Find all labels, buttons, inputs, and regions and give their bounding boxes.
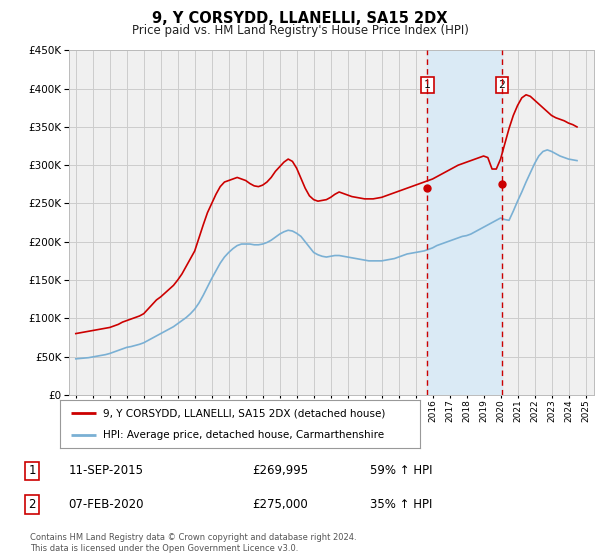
Text: 1: 1: [28, 464, 36, 478]
Text: Contains HM Land Registry data © Crown copyright and database right 2024.
This d: Contains HM Land Registry data © Crown c…: [30, 533, 356, 553]
Text: 1: 1: [424, 80, 431, 90]
Text: £275,000: £275,000: [253, 498, 308, 511]
Bar: [427, 50, 502, 395]
Text: 11-SEP-2015: 11-SEP-2015: [68, 464, 143, 478]
Text: HPI: Average price, detached house, Carmarthenshire: HPI: Average price, detached house, Carm…: [103, 430, 385, 440]
Text: 35% ↑ HPI: 35% ↑ HPI: [370, 498, 432, 511]
Text: 9, Y CORSYDD, LLANELLI, SA15 2DX: 9, Y CORSYDD, LLANELLI, SA15 2DX: [152, 11, 448, 26]
Text: £269,995: £269,995: [253, 464, 308, 478]
Text: 2: 2: [499, 80, 505, 90]
Text: 59% ↑ HPI: 59% ↑ HPI: [370, 464, 432, 478]
Text: 07-FEB-2020: 07-FEB-2020: [68, 498, 144, 511]
Text: Price paid vs. HM Land Registry's House Price Index (HPI): Price paid vs. HM Land Registry's House …: [131, 24, 469, 36]
Text: 9, Y CORSYDD, LLANELLI, SA15 2DX (detached house): 9, Y CORSYDD, LLANELLI, SA15 2DX (detach…: [103, 408, 386, 418]
Text: 2: 2: [28, 498, 36, 511]
